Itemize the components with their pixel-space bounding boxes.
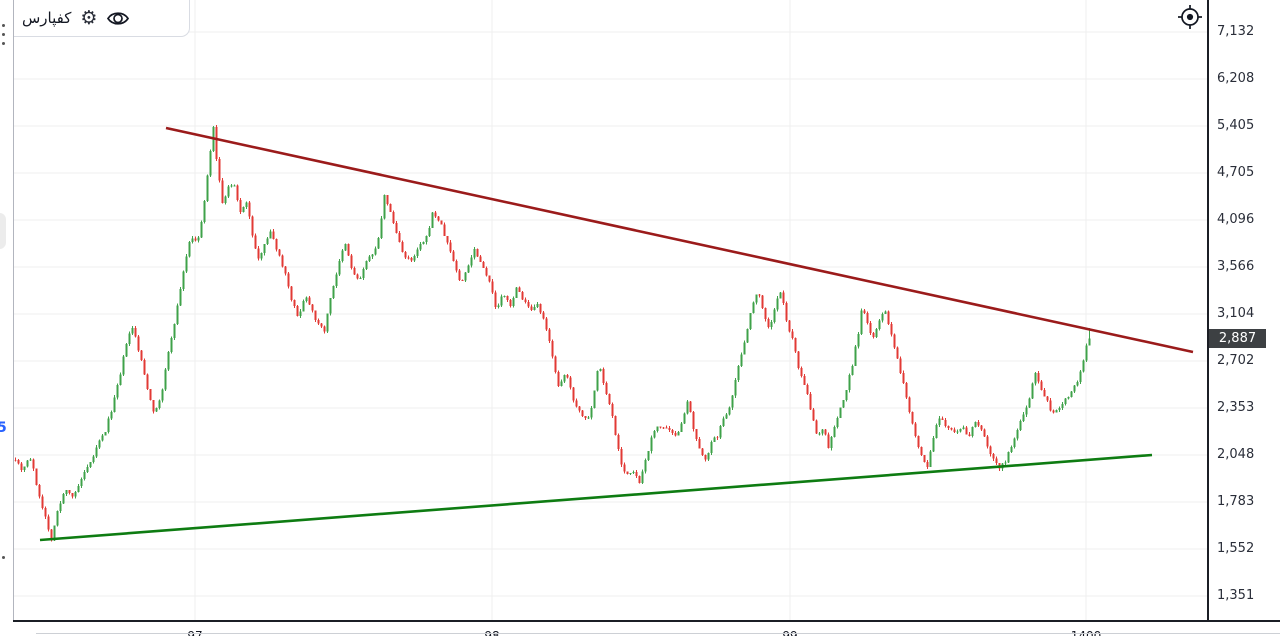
scroll-pill: [0, 213, 6, 249]
panel-divider: [13, 0, 14, 621]
window-bottom-hairline: [36, 633, 1280, 634]
price-tick-label: 7,132: [1217, 24, 1255, 39]
settings-gear-icon[interactable]: ⚙: [80, 6, 98, 29]
price-tick-label: 4,705: [1217, 165, 1255, 181]
left-panel-edge: 5: [0, 0, 13, 636]
time-axis-border: [13, 620, 1280, 622]
visibility-eye-icon[interactable]: [106, 9, 130, 28]
clipped-blue-glyph: 5: [0, 420, 7, 436]
chart-area[interactable]: [14, 0, 1207, 621]
ellipsis-dot-icon: [2, 42, 5, 45]
price-tick-label: 2,048: [1217, 447, 1255, 463]
time-tick-label: 99: [782, 629, 798, 636]
price-tick-label: 4,096: [1217, 212, 1255, 228]
price-tick-label: 3,566: [1217, 258, 1255, 274]
price-tick-label: 1,783: [1217, 493, 1255, 509]
time-tick-label: 97: [187, 629, 203, 636]
price-tick-label: 2,702: [1217, 353, 1255, 369]
price-axis-border: [1207, 0, 1209, 634]
time-axis[interactable]: 97 98 99 1400: [0, 622, 1280, 636]
crosshair-target-icon[interactable]: [1177, 4, 1203, 30]
price-tick-label: 5,405: [1217, 118, 1255, 133]
time-tick-label: 1400: [1070, 629, 1102, 636]
time-tick-label: 98: [484, 629, 500, 636]
current-price-badge: 2,887: [1209, 329, 1266, 349]
price-tick-label: 1,552: [1217, 541, 1255, 557]
price-tick-label: 1,351: [1217, 588, 1255, 604]
candlestick-chart-canvas[interactable]: [14, 0, 1207, 621]
symbol-name: كفپارس: [22, 9, 72, 27]
price-axis[interactable]: 7,132 6,208 5,405 4,705 4,096 3,566 3,104 2,702…: [1209, 0, 1280, 620]
ellipsis-dot-icon: [2, 24, 5, 27]
price-tick-label: 3,104: [1217, 306, 1255, 322]
ellipsis-dot-icon: [2, 33, 5, 36]
dot-fragment: [2, 556, 5, 559]
symbol-legend: كفپارس ⚙: [14, 0, 190, 37]
price-tick-label: 2,353: [1217, 399, 1255, 415]
price-tick-label: 6,208: [1217, 71, 1255, 87]
